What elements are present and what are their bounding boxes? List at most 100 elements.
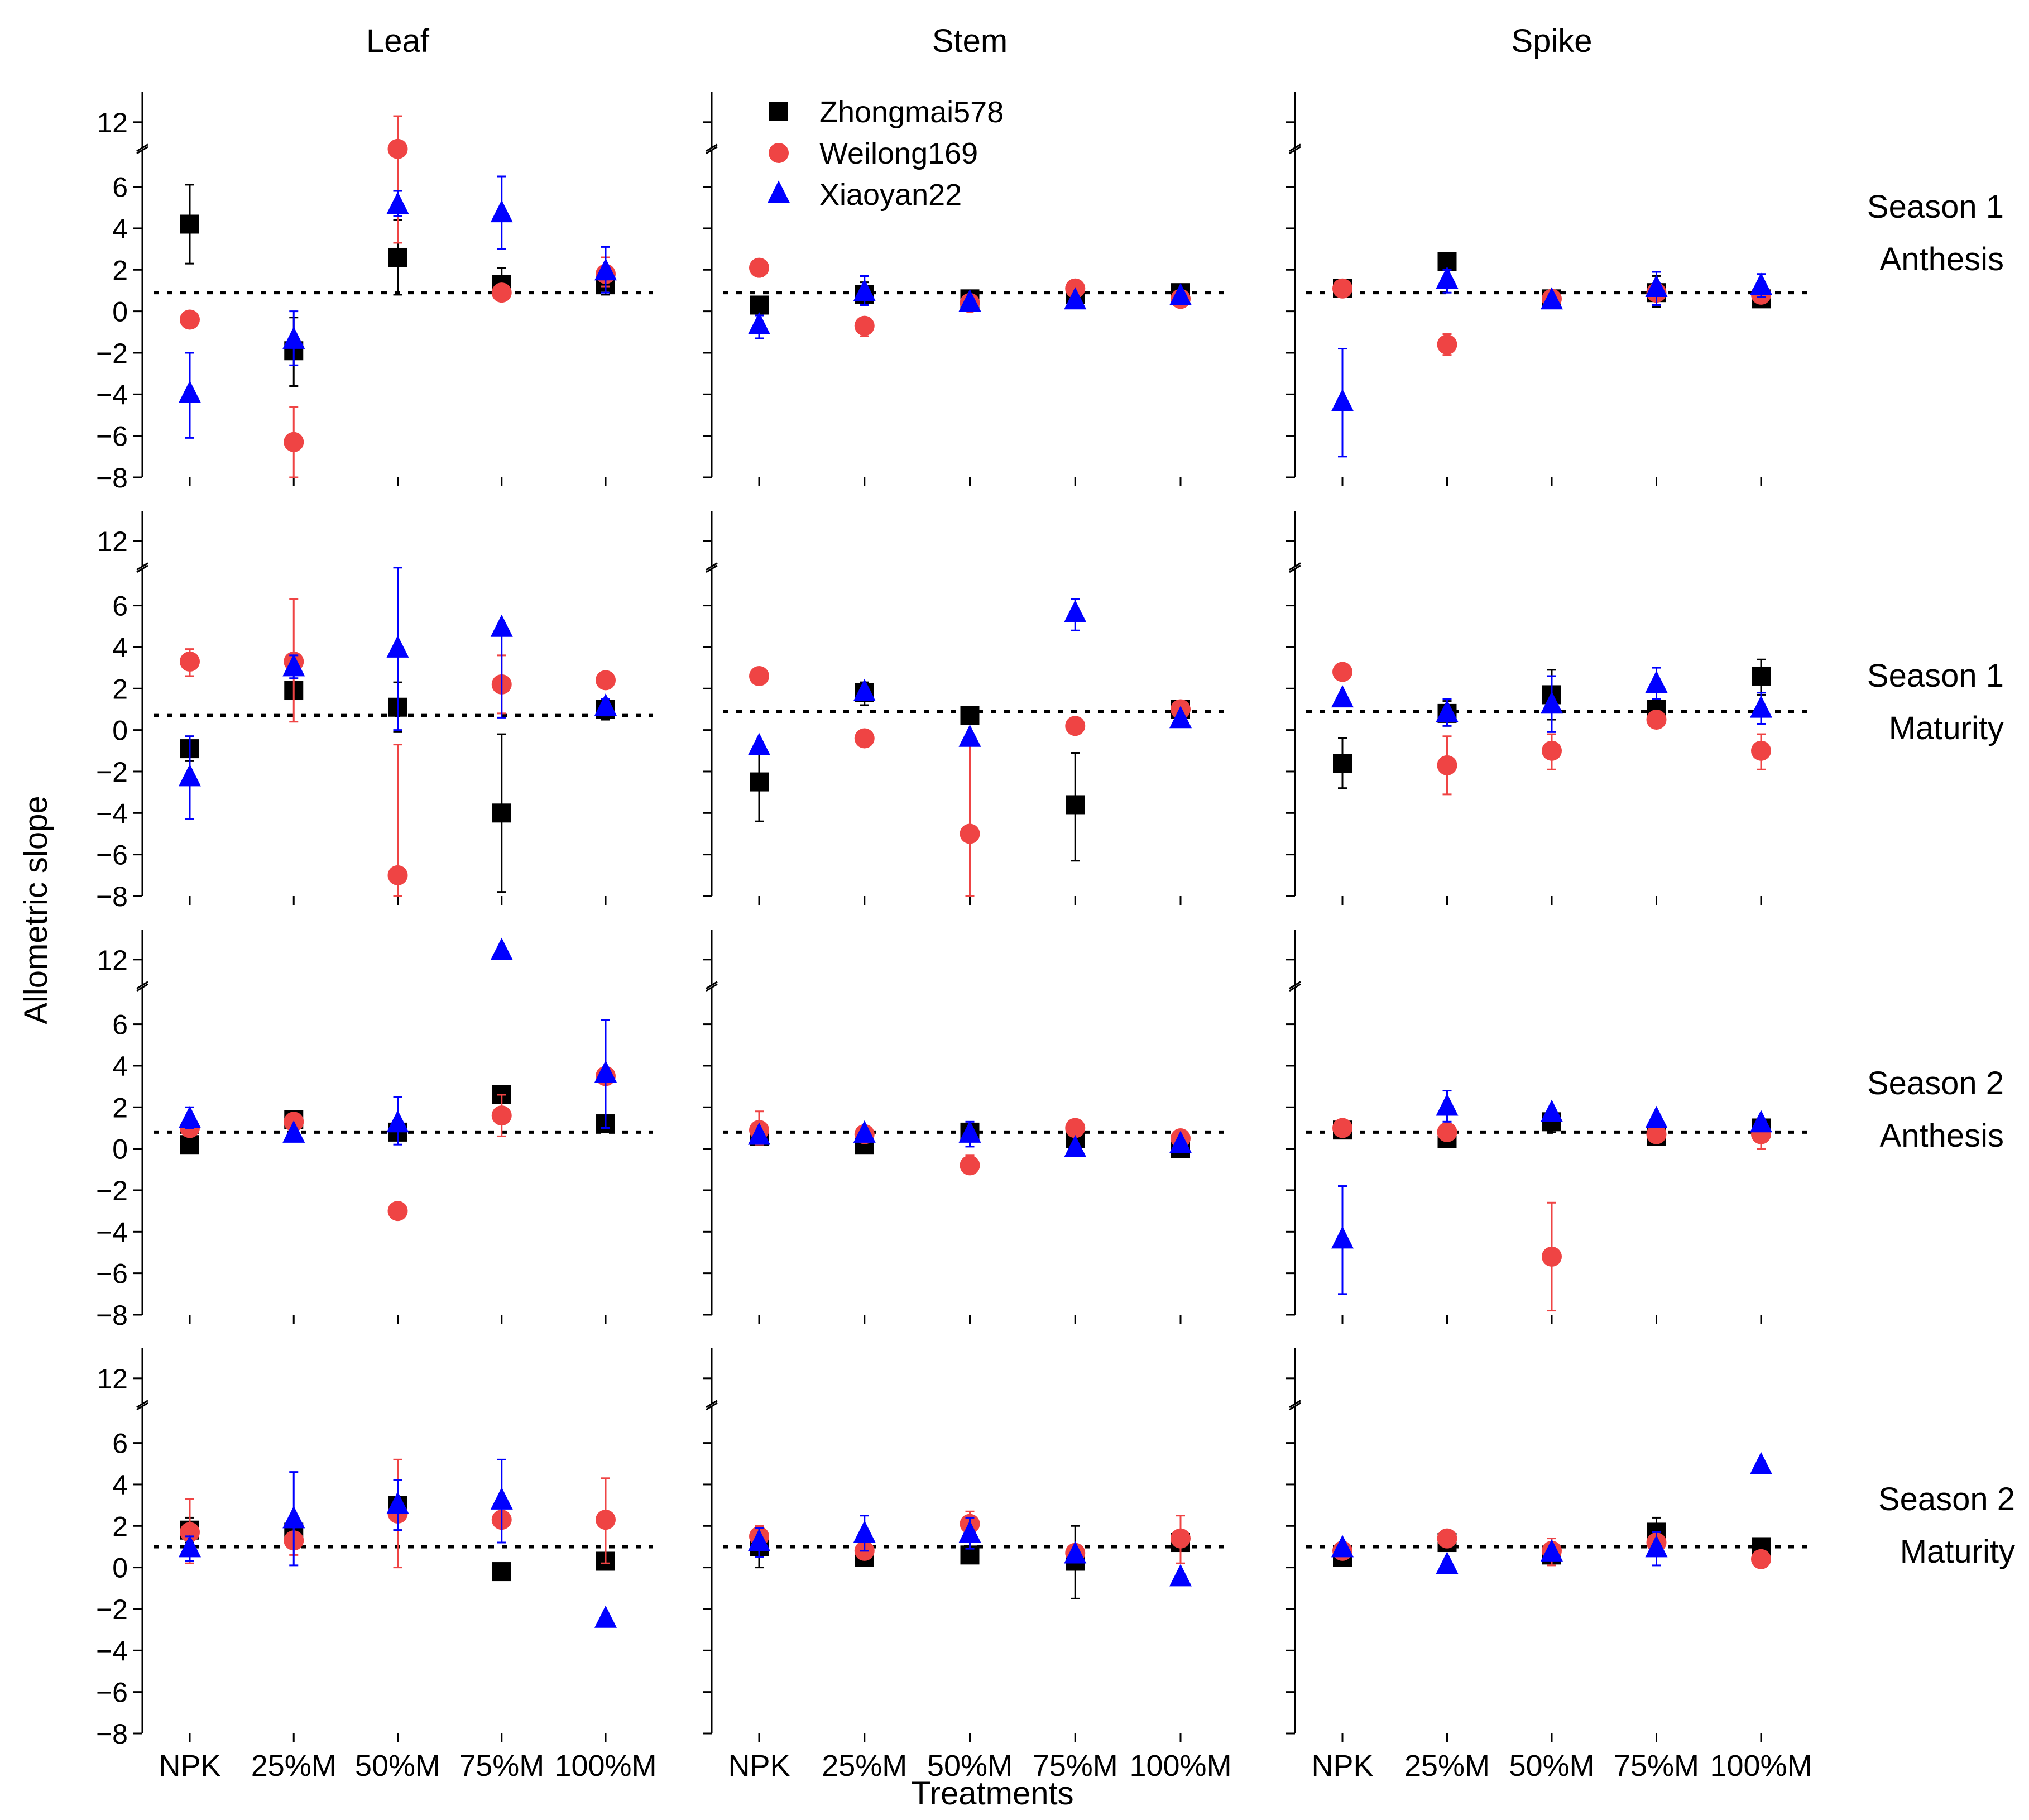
axis-break-mark (136, 1402, 148, 1411)
point-zhongmai578-npk (180, 214, 199, 234)
y-tick-label: −6 (96, 1258, 128, 1290)
y-axis (133, 1348, 148, 1735)
y-tick-label: 4 (112, 213, 128, 245)
point-xiaoyan22-75pctm (1064, 1134, 1087, 1157)
panel-r3-c1: −8 −6 −4 −2 0 2 4 6 12 (96, 930, 653, 1331)
point-xiaoyan22-50pctm (958, 724, 981, 747)
point-zhongmai578-npk (1333, 754, 1352, 773)
axis-break-mark (136, 143, 148, 152)
point-xiaoyan22-100pctm (594, 258, 617, 281)
y-axis (1286, 1348, 1301, 1735)
column-title-spike: Spike (1511, 23, 1592, 59)
point-xiaoyan22-npk (1331, 1226, 1354, 1249)
y-axis (703, 930, 718, 1316)
point-zhongmai578-npk (750, 295, 769, 315)
point-weilong169-50pctm (387, 1201, 408, 1222)
point-xiaoyan22-50pctm (958, 1520, 981, 1543)
y-tick-label: 2 (112, 673, 128, 705)
y-axis (1286, 92, 1301, 478)
point-xiaoyan22-25pctm (853, 678, 876, 701)
point-xiaoyan22-25pctm (1436, 1093, 1459, 1116)
point-weilong169-50pctm (387, 138, 408, 159)
legend-label: Zhongmai578 (819, 95, 1004, 129)
series-xiaoyan22 (1331, 1090, 1772, 1295)
x-tick-label-100pctm: 100%M (1129, 1749, 1231, 1783)
axis-break-mark (1289, 143, 1301, 152)
series-xiaoyan22 (179, 175, 617, 439)
y-tick-label: −4 (96, 1216, 128, 1248)
axis-break-mark (1289, 1402, 1301, 1411)
panel-grid: Leaf Stem Spike Season 1 Anthesis Season 1 Mat… (96, 23, 2015, 1783)
row-label-season-2: Season 1 (1867, 658, 2004, 694)
axis-break-mark (1289, 981, 1301, 989)
series-xiaoyan22 (1331, 266, 1772, 458)
point-weilong169-25pctm (1437, 334, 1457, 355)
point-xiaoyan22-100pctm (1750, 272, 1772, 295)
axis-break-mark (1289, 983, 1301, 992)
legend-label: Xiaoyan22 (819, 178, 962, 212)
y-axis (703, 511, 718, 897)
point-weilong169-75pctm (1065, 716, 1086, 736)
point-weilong169-npk (749, 665, 769, 686)
axis-break-mark (706, 1402, 718, 1411)
point-xiaoyan22-75pctm (1645, 1105, 1668, 1128)
point-xiaoyan22-75pctm (1645, 1535, 1668, 1558)
axis-break-mark (136, 564, 148, 573)
axis-break-mark (706, 983, 718, 992)
x-tick-label-100pctm: 100%M (1710, 1749, 1812, 1783)
point-weilong169-75pctm (491, 1105, 512, 1126)
row-label-stage-2: Maturity (1889, 710, 2004, 746)
point-weilong169-75pctm (1646, 1124, 1667, 1144)
series-xiaoyan22 (1331, 1452, 1772, 1574)
series-weilong169 (1332, 1118, 1771, 1312)
series-xiaoyan22 (179, 1458, 617, 1628)
point-zhongmai578-75pctm (492, 1562, 511, 1582)
panel-r3-c2 (703, 930, 1228, 1324)
series-weilong169 (180, 115, 616, 478)
point-xiaoyan22-50pctm (386, 1110, 409, 1133)
legend-item-weilong169: Weilong169 (769, 137, 978, 170)
axis-break-mark (706, 143, 718, 152)
point-zhongmai578-npk (180, 1135, 199, 1155)
panel-r4-c2: NPK 25%M 50%M 75%M 100%M (703, 1348, 1232, 1783)
point-weilong169-25pctm (854, 728, 875, 749)
axis-break-mark (1289, 146, 1301, 155)
point-xiaoyan22-75pctm (1064, 1541, 1087, 1564)
panel-r1-c1: −8 −6 −4 −2 0 2 4 6 12 (96, 92, 653, 494)
point-xiaoyan22-50pctm (386, 1491, 409, 1514)
point-xiaoyan22-npk (179, 1535, 201, 1558)
y-tick-label: 6 (112, 172, 128, 203)
point-weilong169-npk (1332, 1118, 1352, 1138)
point-xiaoyan22-75pctm (490, 937, 513, 960)
panel-r3-c3 (1286, 930, 1809, 1324)
y-tick-label: −2 (96, 1175, 128, 1206)
point-xiaoyan22-50pctm (386, 191, 409, 214)
y-axis (133, 511, 148, 897)
x-tick-label-75pctm: 75%M (1033, 1749, 1118, 1783)
point-xiaoyan22-75pctm (1064, 287, 1087, 310)
legend-label: Weilong169 (819, 137, 978, 170)
point-zhongmai578-100pctm (1752, 666, 1771, 686)
y-tick-label: 12 (97, 1363, 128, 1395)
row-label-season-4: Season 2 (1878, 1481, 2015, 1517)
y-tick-label: −8 (96, 1718, 128, 1750)
point-xiaoyan22-100pctm (1750, 695, 1772, 718)
series-xiaoyan22 (179, 567, 617, 820)
y-tick-label: 6 (112, 1428, 128, 1459)
panel-r2-c1: −8 −6 −4 −2 0 2 4 6 12 (96, 511, 653, 912)
y-tick-label: 12 (97, 945, 128, 976)
point-weilong169-npk (749, 257, 769, 278)
axis-break-mark (706, 564, 718, 573)
y-tick-label: −8 (96, 881, 128, 912)
x-tick-label-npk: NPK (728, 1749, 790, 1783)
x-tick-label-25pctm: 25%M (822, 1749, 907, 1783)
row-label-season-1: Season 1 (1867, 189, 2004, 225)
x-tick-label-100pctm: 100%M (554, 1749, 656, 1783)
column-title-stem: Stem (932, 23, 1008, 59)
y-tick-label: −8 (96, 462, 128, 494)
y-tick-label: −6 (96, 421, 128, 452)
axis-break-mark (1289, 1400, 1301, 1408)
point-zhongmai578-50pctm (960, 706, 980, 725)
y-tick-label: 4 (112, 1051, 128, 1082)
